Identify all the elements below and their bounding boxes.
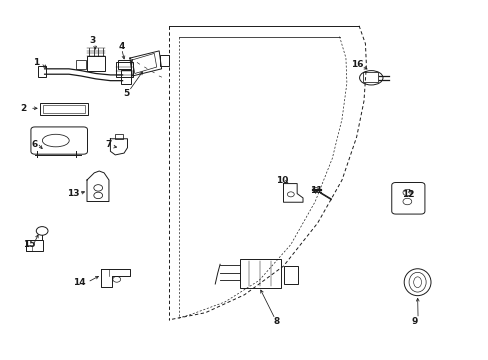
Bar	[118, 60, 131, 69]
Text: 11: 11	[310, 185, 322, 194]
Text: 10: 10	[276, 176, 288, 185]
Bar	[26, 245, 32, 251]
Bar	[26, 240, 43, 251]
Bar	[38, 66, 46, 77]
Bar	[87, 56, 104, 71]
Bar	[42, 105, 84, 113]
Text: 2: 2	[20, 104, 27, 113]
Text: 6: 6	[32, 140, 38, 149]
Bar	[121, 70, 131, 84]
Text: 14: 14	[73, 278, 86, 287]
Text: 7: 7	[105, 140, 112, 149]
Text: 9: 9	[411, 317, 418, 326]
Text: 12: 12	[401, 190, 413, 199]
Bar	[239, 259, 281, 288]
Bar	[76, 60, 86, 69]
Bar	[362, 72, 377, 82]
Text: 5: 5	[123, 89, 129, 98]
Text: 15: 15	[22, 240, 35, 249]
Text: 4: 4	[118, 42, 124, 51]
Text: 1: 1	[33, 58, 39, 67]
Text: 16: 16	[351, 60, 363, 69]
Bar	[40, 103, 88, 115]
Text: 13: 13	[66, 189, 79, 198]
Bar	[116, 62, 133, 77]
Bar	[283, 266, 298, 284]
Bar	[160, 55, 168, 66]
Bar	[115, 134, 122, 139]
Text: 8: 8	[272, 317, 279, 326]
Text: 3: 3	[89, 36, 95, 45]
